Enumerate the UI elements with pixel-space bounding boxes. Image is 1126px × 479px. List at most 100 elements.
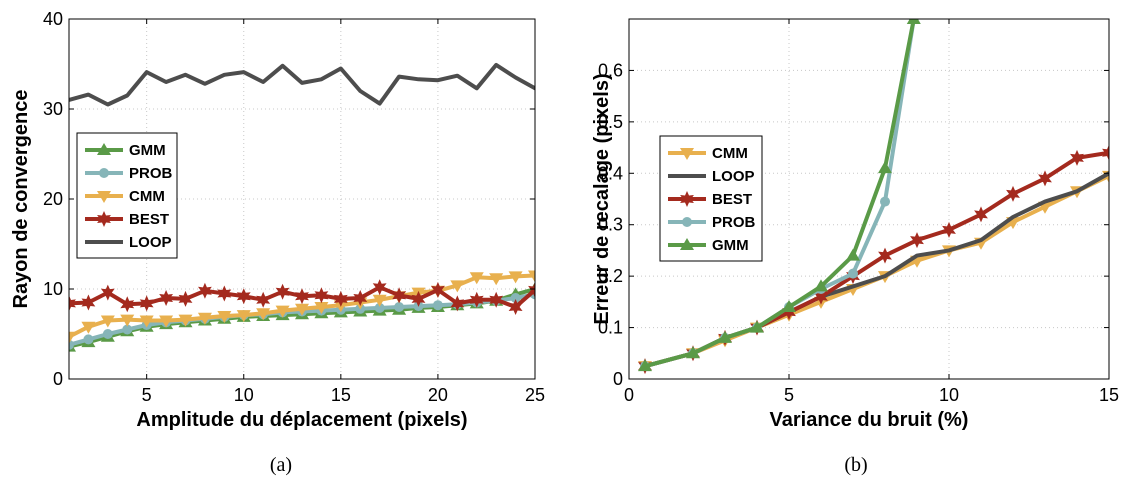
data-point-best	[489, 291, 504, 308]
data-point-prob	[510, 293, 521, 303]
data-point-cmm	[139, 315, 154, 328]
data-point-cmm	[236, 310, 251, 323]
data-point-cmm	[100, 315, 115, 328]
legend-marker-gmm	[97, 143, 111, 155]
data-point-cmm	[81, 321, 96, 334]
y-tick-label: 0	[613, 369, 623, 389]
y-tick-label: 0.6	[598, 60, 623, 80]
panel-a-y-axis-label: Rayon de convergence	[10, 90, 32, 309]
legend-label-prob: PROB	[712, 214, 756, 231]
data-point-best	[236, 288, 251, 305]
data-point-cmm	[120, 314, 135, 327]
data-point-gmm	[686, 346, 700, 359]
data-point-gmm	[750, 320, 764, 333]
legend-label-loop: LOOP	[129, 234, 172, 251]
data-point-gmm	[638, 359, 652, 372]
data-point-best	[256, 291, 271, 308]
x-tick-label: 25	[525, 385, 545, 405]
legend-marker-prob	[682, 217, 692, 227]
legend-label-gmm: GMM	[712, 237, 749, 254]
data-point-cmm	[528, 270, 535, 283]
data-point-gmm	[814, 279, 828, 292]
data-point-gmm	[782, 300, 796, 312]
x-tick-label: 15	[331, 385, 351, 405]
data-point-best	[1038, 170, 1052, 187]
data-point-best	[469, 291, 484, 308]
legend-marker-cmm	[97, 191, 111, 203]
data-point-best	[782, 304, 796, 321]
legend-marker-best	[97, 211, 111, 227]
data-point-gmm	[718, 330, 732, 343]
data-point-best	[528, 281, 535, 298]
data-point-cmm	[489, 273, 504, 286]
data-point-best	[942, 221, 956, 238]
data-point-best	[353, 290, 368, 306]
data-point-prob	[880, 196, 890, 207]
data-point-best	[411, 290, 426, 307]
data-point-gmm	[878, 161, 892, 174]
panel-b-axes-frame	[628, 18, 1110, 380]
legend-label-loop: LOOP	[712, 168, 755, 185]
data-point-cmm	[159, 315, 174, 328]
data-point-best	[910, 232, 924, 249]
legend-marker-prob	[99, 168, 109, 178]
data-point-best	[120, 296, 135, 313]
data-point-prob	[102, 329, 113, 339]
data-point-cmm	[469, 272, 484, 285]
x-tick-label: 10	[939, 385, 959, 405]
legend-label-cmm: CMM	[129, 188, 165, 205]
x-tick-label: 5	[142, 385, 152, 405]
data-point-best	[430, 281, 445, 298]
data-point-cmm	[314, 302, 329, 314]
data-point-best	[878, 247, 892, 264]
data-point-best	[69, 295, 76, 312]
data-point-cmm	[275, 305, 290, 318]
data-point-cmm	[372, 294, 387, 307]
data-point-cmm	[217, 311, 232, 323]
legend-label-prob: PROB	[129, 165, 173, 182]
data-point-cmm	[178, 314, 193, 327]
legend-marker-best	[680, 191, 694, 207]
data-point-gmm	[846, 248, 860, 261]
legend-label-best: BEST	[712, 191, 752, 208]
data-point-best	[217, 285, 232, 302]
panel-a-x-axis-label: Amplitude du déplacement (pixels)	[136, 409, 467, 431]
y-tick-label: 0.2	[598, 266, 623, 286]
data-point-best	[314, 287, 329, 304]
legend-label-best: BEST	[129, 211, 169, 228]
panel-b-x-axis-label: Variance du bruit (%)	[770, 409, 969, 431]
data-point-best	[508, 299, 523, 315]
y-tick-label: 10	[43, 279, 63, 299]
y-tick-label: 0.3	[598, 215, 623, 235]
data-point-cmm	[256, 308, 271, 321]
data-point-best	[139, 295, 154, 312]
data-point-best	[81, 294, 96, 311]
data-point-best	[1006, 185, 1020, 202]
x-tick-label: 15	[1099, 385, 1119, 405]
panel-b-legend: CMM LOOP BEST PROB GMM	[659, 135, 763, 262]
data-point-best	[814, 288, 828, 305]
panel-b-y-axis-label: Erreur de recalage (pixels)	[591, 73, 613, 324]
data-point-prob	[374, 302, 385, 313]
data-point-best	[450, 295, 465, 312]
chart-panel-a: 5 10 15 20 25 0 10 20 30 40 Amplitude du déplaceme…	[10, 9, 545, 431]
data-point-cmm	[295, 303, 309, 316]
data-point-best	[1070, 149, 1084, 166]
data-point-gmm	[906, 19, 921, 24]
x-tick-label: 10	[234, 385, 254, 405]
y-tick-label: 30	[43, 99, 63, 119]
data-point-prob	[432, 300, 443, 311]
y-tick-label: 20	[43, 189, 63, 209]
data-point-best	[295, 288, 309, 305]
y-tick-label: 0.4	[598, 163, 623, 183]
data-point-best	[100, 284, 115, 301]
data-point-best	[197, 282, 212, 299]
data-point-best	[333, 290, 348, 307]
legend-label-gmm: GMM	[129, 142, 166, 159]
x-tick-label: 5	[784, 385, 794, 405]
caption-a: (a)	[270, 454, 292, 476]
data-point-best	[159, 290, 174, 306]
panel-a-legend: GMM PROB CMM BEST LOOP	[76, 132, 178, 259]
legend-marker-gmm	[680, 238, 694, 250]
